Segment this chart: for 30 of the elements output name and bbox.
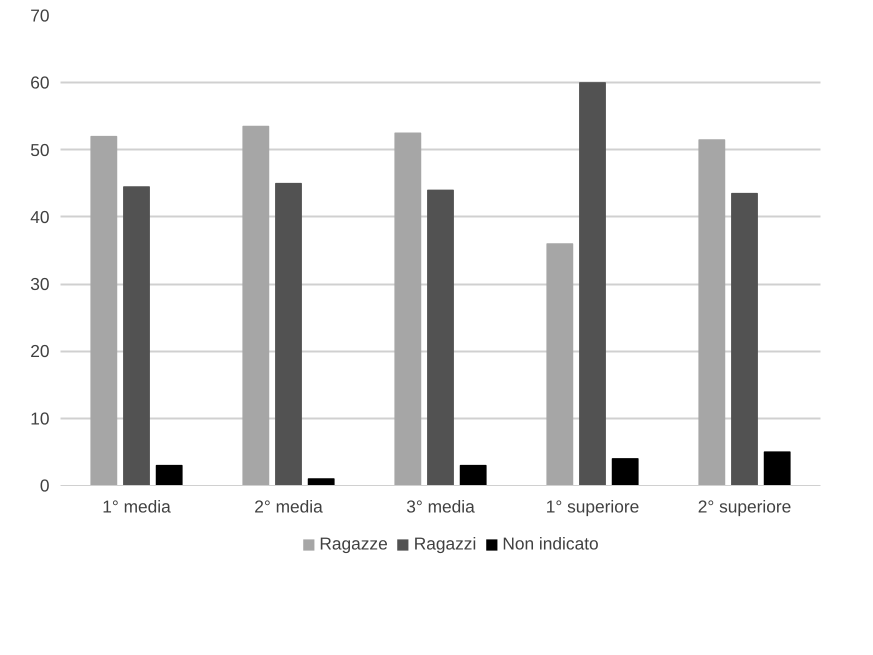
bar [579, 82, 606, 486]
bar [242, 126, 270, 486]
y-tick-label: 0 [40, 476, 50, 496]
y-tick-label: 50 [30, 140, 50, 160]
bar [156, 464, 183, 486]
bar [275, 182, 302, 486]
bar [764, 451, 791, 486]
bar [731, 192, 758, 486]
y-tick-label: 60 [30, 72, 50, 93]
bar [123, 186, 150, 486]
x-tick-label: 2° media [254, 496, 324, 516]
y-tick-label: 10 [30, 408, 50, 428]
bar [546, 243, 574, 486]
bar [90, 136, 118, 486]
y-tick-label: 70 [30, 6, 50, 26]
x-tick-label: 2° superiore [698, 496, 792, 516]
x-tick-label: 1° superiore [546, 496, 640, 516]
bar [460, 464, 487, 486]
bar [427, 190, 454, 486]
legend-label: Ragazzi [414, 534, 476, 554]
bar [394, 132, 422, 486]
y-tick-label: 20 [30, 341, 50, 362]
y-tick-label: 40 [30, 206, 50, 227]
bar [612, 458, 639, 486]
legend-label: Non indicato [502, 534, 599, 554]
x-tick-label: 3° media [406, 496, 476, 516]
x-tick-label: 1° media [102, 496, 172, 516]
bar [698, 139, 726, 486]
legend-label: Ragazze [319, 534, 388, 554]
y-tick-label: 30 [30, 274, 50, 294]
